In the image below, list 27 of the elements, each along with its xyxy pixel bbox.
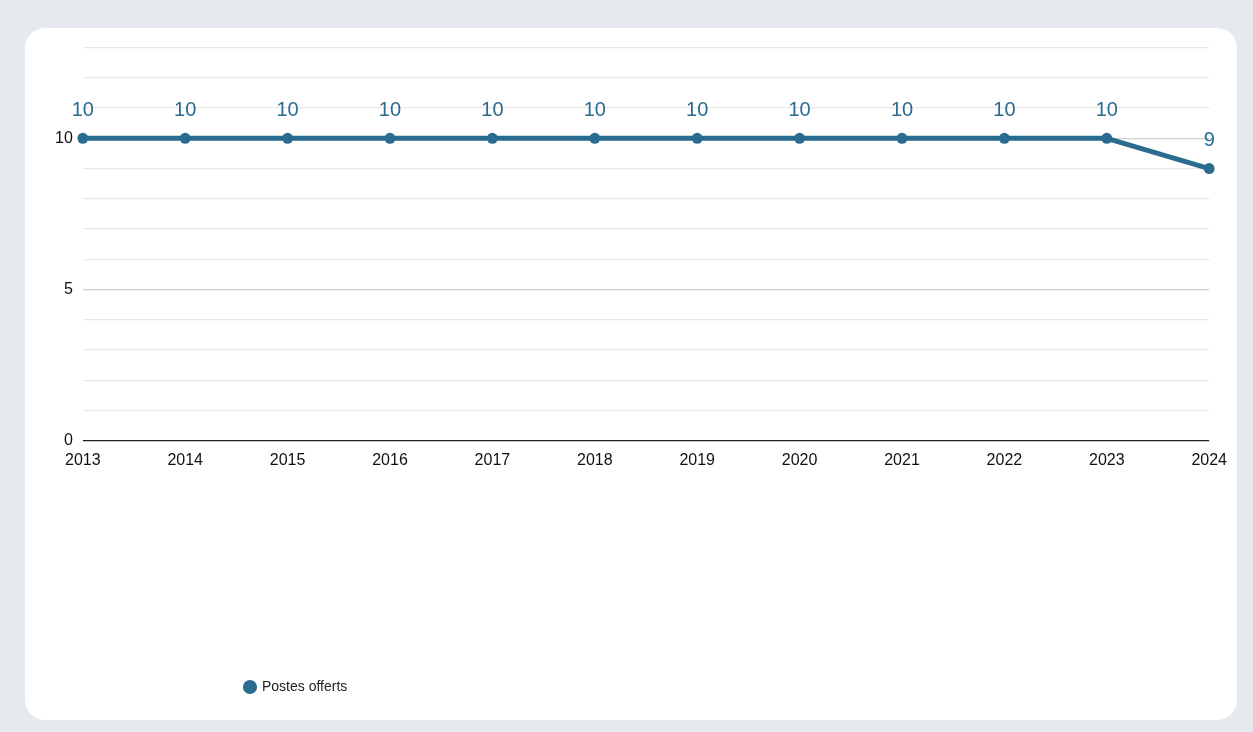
y-tick-label: 5 <box>63 279 73 297</box>
data-label: 10 <box>276 97 299 120</box>
data-label: 10 <box>174 97 197 120</box>
x-tick-label: 2016 <box>372 450 408 468</box>
data-label: 10 <box>788 97 811 120</box>
y-tick-label: 0 <box>63 431 73 449</box>
x-tick-label: 2020 <box>781 450 818 468</box>
data-label: 10 <box>481 97 504 120</box>
data-label: 9 <box>1203 128 1215 151</box>
data-label: 10 <box>378 97 402 120</box>
x-tick-label: 2017 <box>474 450 511 468</box>
legend-label: Postes offerts <box>262 677 348 694</box>
data-label: 10 <box>686 97 709 120</box>
x-tick-label: 2013 <box>65 450 101 468</box>
x-tick-label: 2019 <box>679 450 716 468</box>
data-label: 10 <box>890 97 914 120</box>
x-tick-label: 2015 <box>269 450 306 468</box>
x-tick-label: 2022 <box>986 450 1023 468</box>
data-label: 10 <box>993 97 1016 120</box>
y-tick-label: 10 <box>55 128 73 146</box>
data-label: 10 <box>583 97 606 120</box>
data-label: 10 <box>1095 97 1118 120</box>
x-tick-label: 2024 <box>1191 450 1228 468</box>
x-tick-label: 2014 <box>167 450 204 468</box>
x-tick-label: 2018 <box>577 450 613 468</box>
x-tick-label: 2023 <box>1089 450 1125 468</box>
x-tick-label: 2021 <box>884 450 920 468</box>
